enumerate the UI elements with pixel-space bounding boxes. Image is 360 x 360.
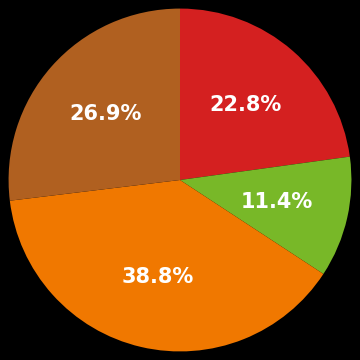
Text: 11.4%: 11.4% [241,192,313,212]
Text: 38.8%: 38.8% [121,267,193,287]
Wedge shape [9,9,180,201]
Wedge shape [180,9,350,180]
Wedge shape [180,157,351,274]
Text: 22.8%: 22.8% [209,95,282,115]
Text: 26.9%: 26.9% [69,104,142,124]
Wedge shape [10,180,323,351]
